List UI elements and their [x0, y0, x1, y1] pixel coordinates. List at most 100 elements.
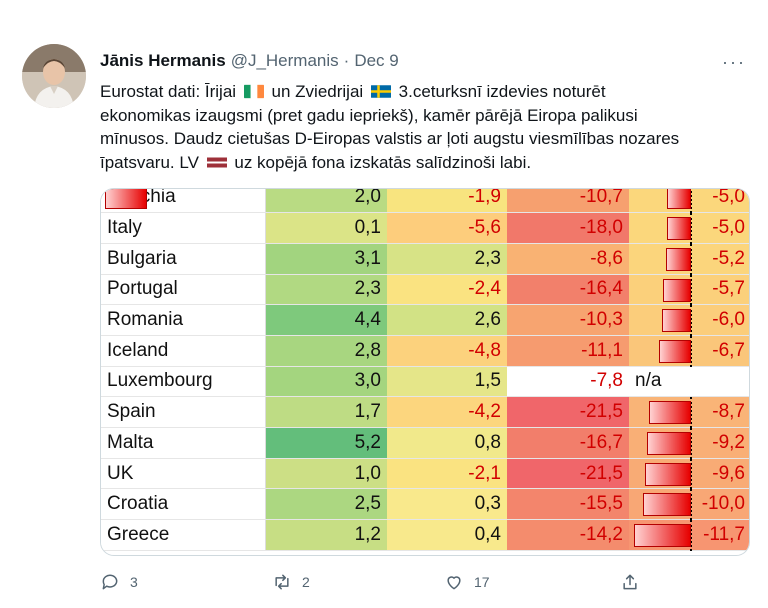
tweet-text: Eurostat dati: Īrijai un Zviedrijai 3.ce…: [100, 80, 750, 174]
value-cell-c4: -9,2: [629, 427, 749, 459]
country-cell: Italy: [101, 212, 266, 244]
retweet-button[interactable]: 2: [272, 572, 310, 592]
table-row: Croatia 2,5 0,3 -15,5 -10,0: [101, 488, 749, 521]
avatar[interactable]: [22, 44, 86, 108]
value-cell-c4: -10,0: [629, 488, 749, 521]
tweet-text-line: Eurostat dati: Īrijai un Zviedrijai 3.ce…: [100, 80, 750, 104]
value-bar: [634, 524, 691, 548]
value-cell-c1: 2,8: [265, 335, 387, 367]
value-cell-c3: -16,4: [507, 274, 629, 306]
value-cell-c2: 2,6: [387, 304, 507, 336]
value-text: -2,4: [468, 278, 501, 300]
table-row: Czechia2,0-1,9-10,7-5,0: [101, 188, 749, 214]
value-cell-c4: -9,6: [629, 458, 749, 490]
value-text: -15,5: [579, 493, 623, 515]
like-icon: [447, 576, 461, 590]
value-cell-c4: -5,7: [629, 274, 749, 306]
value-cell-c3: -10,7: [507, 188, 629, 214]
table-row: Portugal 2,3 -2,4 -16,4 -5,7: [101, 274, 749, 306]
tweet-text-segment: uz kopējā fona izskatās salīdzinoši labi…: [234, 152, 532, 172]
value-cell-c2: -1,9: [387, 188, 507, 214]
author-name[interactable]: Jānis Hermanis: [100, 51, 226, 70]
value-text: -11,7: [703, 523, 745, 545]
value-cell-c3: -14,2: [507, 519, 629, 551]
like-button[interactable]: 17: [444, 572, 490, 592]
value-text: 0,4: [474, 523, 501, 545]
value-bar: [667, 189, 691, 209]
value-text: 2,3: [354, 278, 381, 300]
value-cell-c1: 1,7: [265, 396, 387, 428]
na-text: n/a: [635, 370, 662, 392]
value-cell-c4: -8,7: [629, 396, 749, 428]
table-row: Malta 5,2 0,8 -16,7 -9,2: [101, 427, 749, 459]
bar-axis: [690, 428, 692, 459]
value-bar: [666, 247, 691, 271]
value-bar: [105, 189, 147, 209]
country-cell: Romania: [101, 304, 266, 336]
country-cell: Iceland: [101, 335, 266, 367]
value-cell-c2: -4,8: [387, 335, 507, 367]
tweet-image[interactable]: Czechia2,0-1,9-10,7-5,0Italy0,1-5,6-18,0…: [100, 188, 750, 556]
value-text: -5,0: [712, 217, 745, 239]
value-text: 2,3: [474, 247, 501, 269]
table-row: Iceland 2,8 -4,8 -11,1 -6,7: [101, 335, 749, 367]
separator: ·: [343, 51, 350, 70]
retweet-count: 2: [302, 574, 310, 590]
bar-axis: [690, 397, 692, 428]
value-cell-c2: 0,8: [387, 427, 507, 459]
flag-ireland-icon: [243, 84, 264, 99]
value-cell-c4: -5,2: [629, 243, 749, 275]
bar-axis: [690, 243, 692, 275]
value-cell-c2: -5,6: [387, 212, 507, 244]
value-text: -21,5: [579, 401, 623, 423]
value-bar: [647, 432, 691, 455]
value-text: -14,2: [579, 523, 623, 545]
value-text: -4,2: [468, 401, 501, 423]
bar-axis: [690, 520, 692, 551]
value-cell-c4: -6,0: [629, 304, 749, 336]
value-text: -11,1: [581, 339, 623, 361]
value-cell-c2: -4,2: [387, 396, 507, 428]
value-cell-c3: -18,0: [507, 212, 629, 244]
value-cell-c4: -5,0: [629, 188, 749, 214]
value-cell-c3: -21,5: [507, 396, 629, 428]
value-text: -1,9: [468, 188, 501, 208]
value-text: 2,0: [354, 188, 381, 208]
table-row: Spain 1,7 -4,2 -21,5 -8,7: [101, 396, 749, 428]
author-handle[interactable]: @J_Hermanis: [230, 51, 339, 70]
more-options-icon[interactable]: ···: [722, 52, 746, 72]
country-cell: Malta: [101, 427, 266, 459]
value-text: -5,0: [712, 188, 745, 208]
value-text: -4,8: [468, 339, 501, 361]
country-cell: Portugal: [101, 274, 266, 306]
value-text: -18,0: [579, 217, 623, 239]
table-row: UK 1,0 -2,1 -21,5 -9,6: [101, 458, 749, 490]
value-text: 3,0: [354, 370, 381, 392]
value-text: -10,7: [579, 188, 623, 208]
value-text: -5,6: [468, 217, 501, 239]
value-bar: [643, 493, 691, 517]
value-cell-c3: -7,8: [105, 189, 629, 398]
gdp-table: Czechia2,0-1,9-10,7-5,0Italy0,1-5,6-18,0…: [101, 188, 749, 551]
share-button[interactable]: [620, 572, 640, 592]
value-text: 4,4: [354, 309, 381, 331]
value-bar: [667, 217, 691, 241]
value-bar: [663, 278, 691, 302]
bar-axis: [690, 489, 692, 521]
share-icon: [623, 574, 637, 590]
reply-button[interactable]: 3: [100, 572, 138, 592]
tweet-text-segment: īpatsvaru. LV: [100, 152, 199, 172]
tweet-date[interactable]: Dec 9: [354, 51, 399, 70]
value-cell-c3: -11,1: [507, 335, 629, 367]
country-cell: Luxembourg: [101, 366, 266, 398]
avatar-photo: [22, 44, 86, 108]
value-text: 3,1: [354, 247, 381, 269]
value-text: 1,2: [354, 523, 381, 545]
value-text: -2,1: [468, 462, 501, 484]
value-cell-c3: -16,7: [507, 427, 629, 459]
value-text: 0,3: [474, 493, 501, 515]
value-cell-c4: -11,7: [629, 519, 749, 551]
value-text: 1,7: [354, 401, 381, 423]
value-text: 5,2: [354, 431, 381, 453]
